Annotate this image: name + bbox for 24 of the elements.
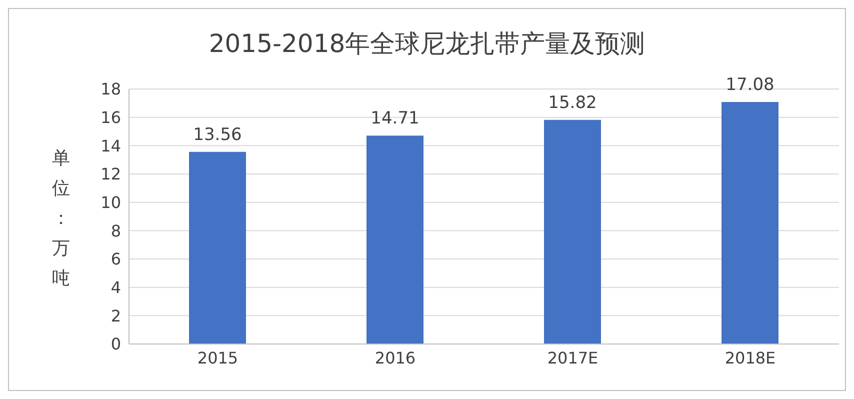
data-label: 17.08 [726,75,774,96]
data-label: 14.71 [370,108,420,129]
y-tick-label: 10 [100,193,121,212]
y-axis-title: 单位：万吨 [51,147,71,291]
y-tick-label: 6 [110,250,121,269]
data-label: 13.56 [193,124,242,145]
x-tick-label: 2018E [724,348,776,368]
x-tick-label: 2015 [197,348,238,368]
bar [189,152,246,344]
y-tick-label: 16 [100,108,121,128]
y-tick-label: 8 [110,221,121,240]
bar [722,102,778,344]
bar [366,136,424,344]
x-tick-label: 2017E [547,348,598,368]
y-tick-label: 2 [110,306,121,326]
bar [544,120,601,344]
y-tick-label: 12 [100,164,121,184]
y-tick-label: 18 [100,80,121,99]
y-tick-label: 14 [100,136,121,156]
y-tick-label: 4 [110,278,121,298]
data-label: 15.82 [548,92,597,113]
x-tick-label: 2016 [374,348,416,368]
y-tick-label: 0 [110,334,121,354]
chart-title: 2015-2018年全球尼龙扎带产量及预测 [208,28,646,60]
